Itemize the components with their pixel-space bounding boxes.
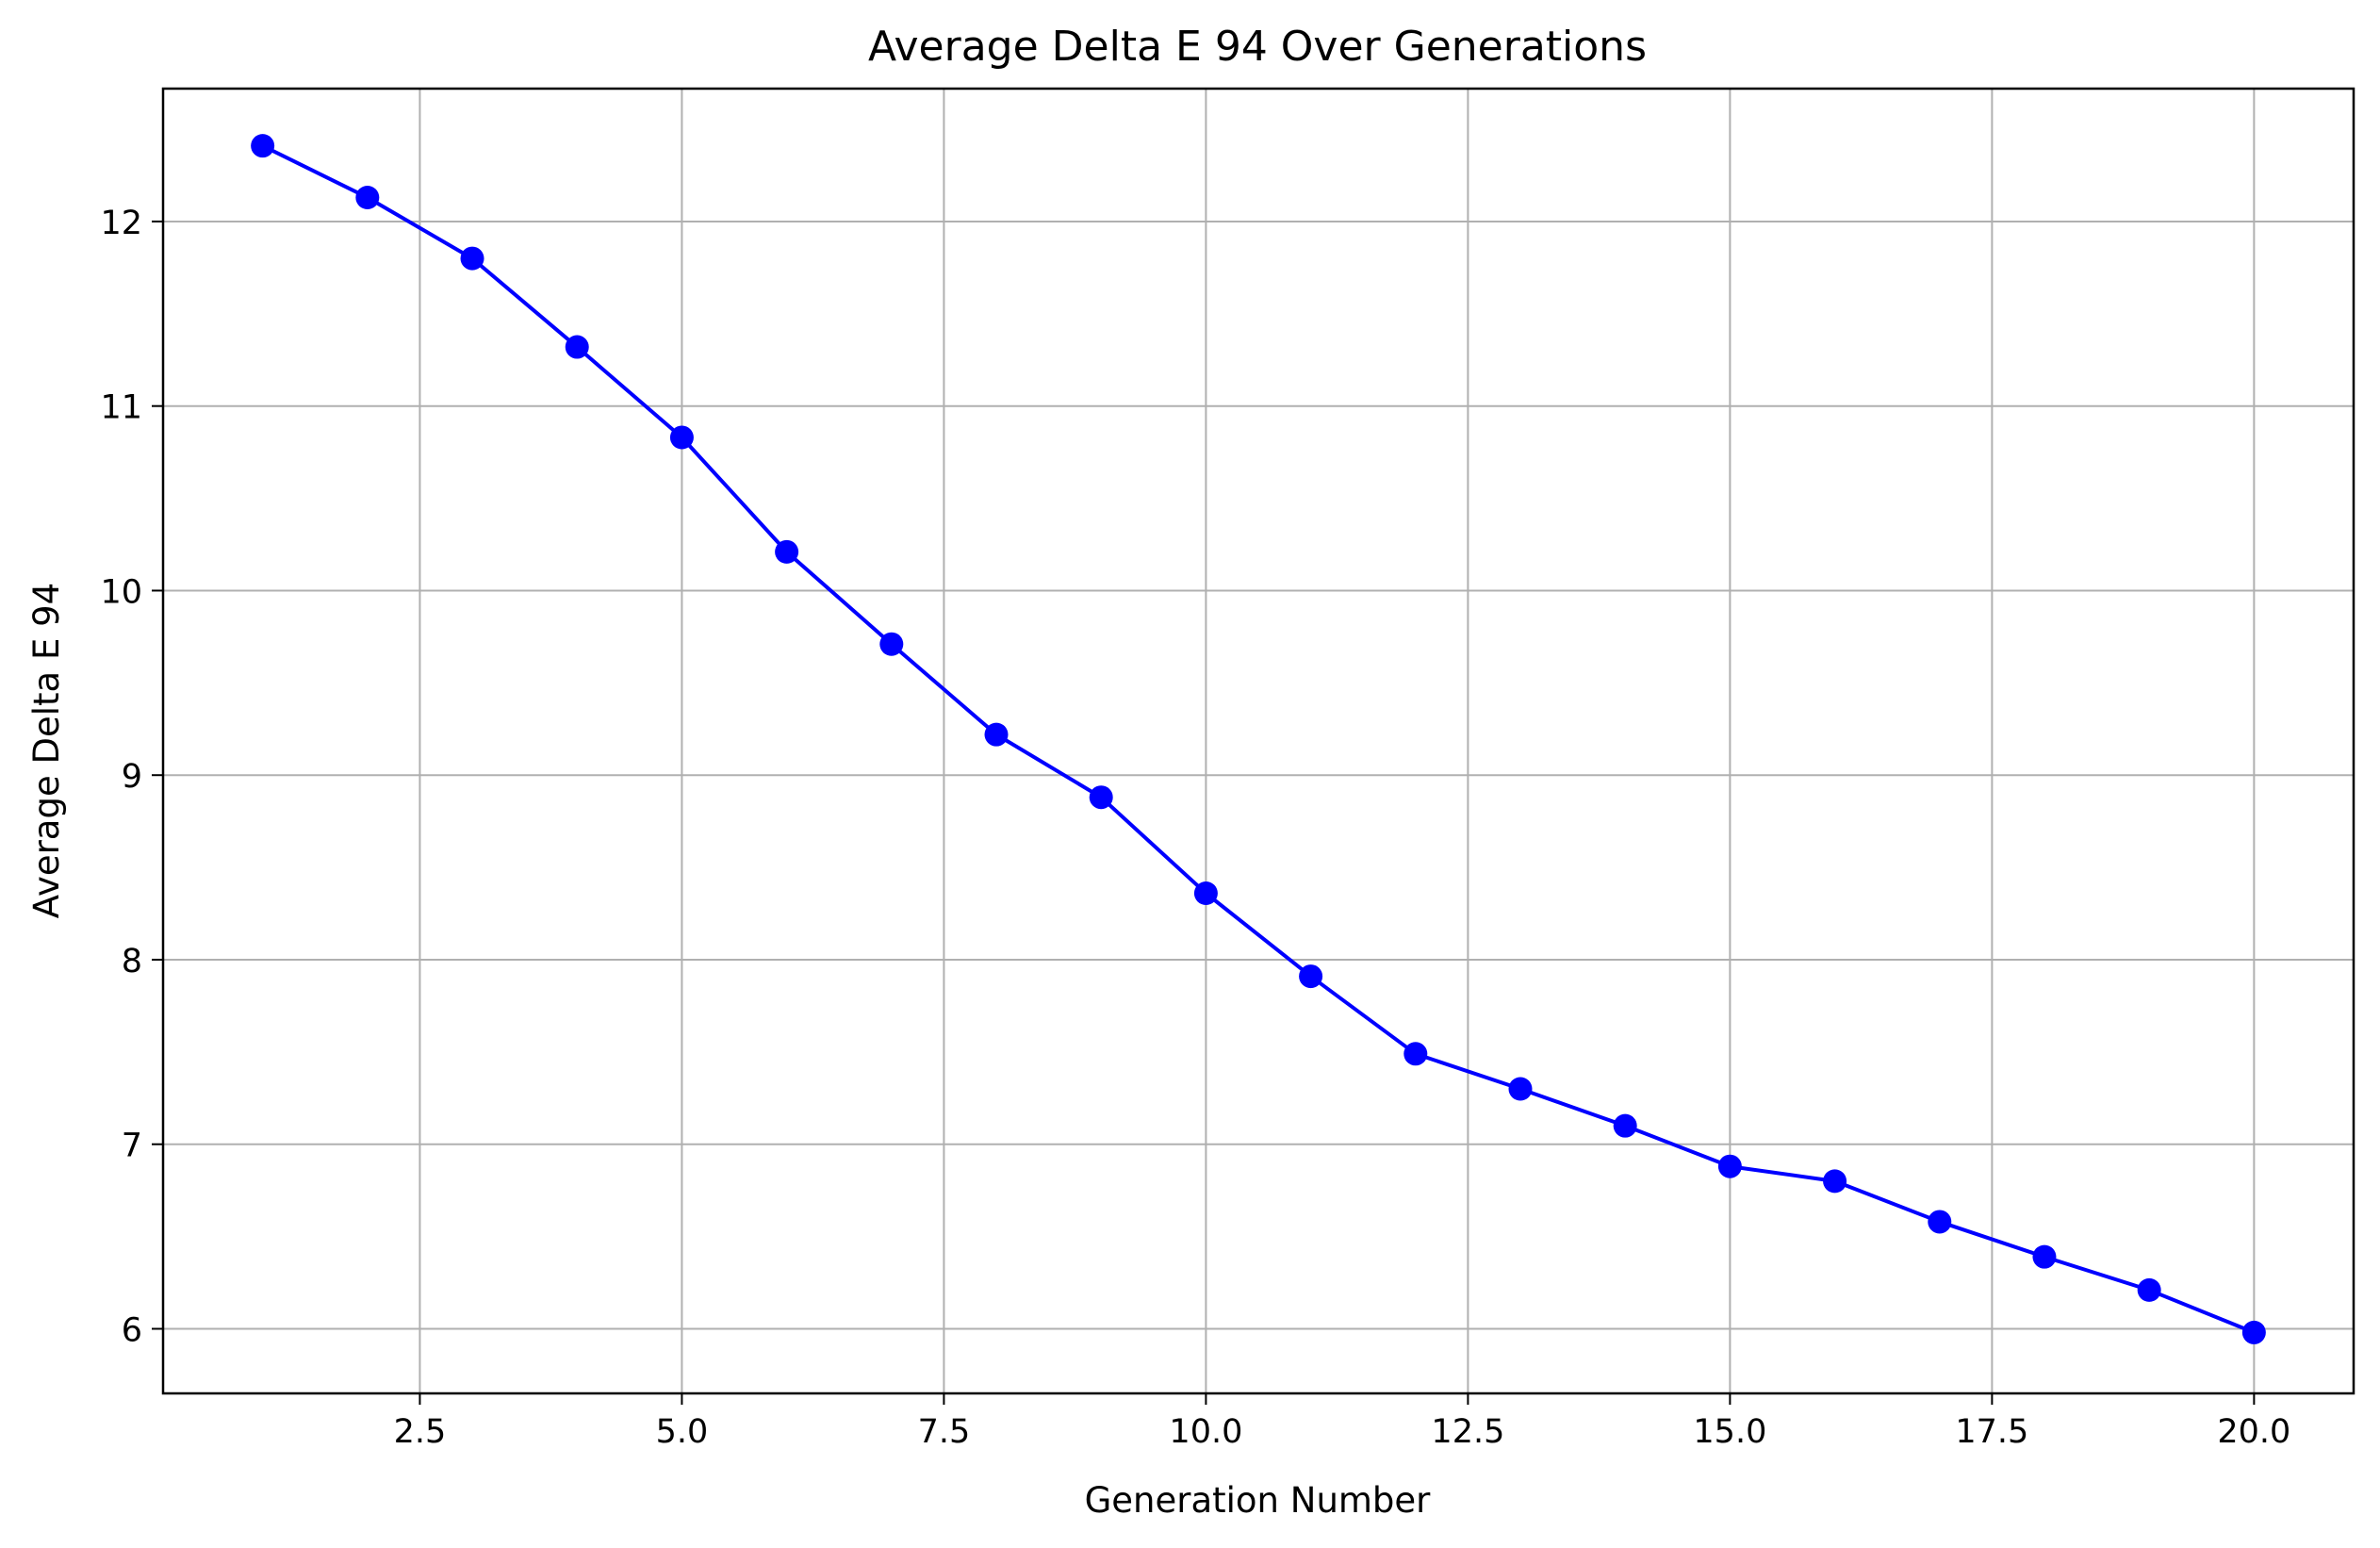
data-point bbox=[1928, 1210, 1952, 1234]
y-tick-label: 10 bbox=[100, 573, 142, 611]
data-point bbox=[984, 722, 1009, 747]
x-tick-label: 17.5 bbox=[1955, 1413, 2028, 1451]
series-layer bbox=[251, 134, 2266, 1344]
x-tick-label: 12.5 bbox=[1431, 1413, 1504, 1451]
y-tick-label: 6 bbox=[122, 1311, 142, 1349]
x-tick-label: 15.0 bbox=[1693, 1413, 1766, 1451]
data-point bbox=[2032, 1244, 2057, 1269]
data-point bbox=[1823, 1169, 1847, 1194]
data-point bbox=[669, 425, 694, 450]
plot-frame bbox=[161, 87, 2355, 1395]
y-tick-label: 11 bbox=[100, 389, 142, 427]
data-point bbox=[2137, 1277, 2161, 1302]
data-point bbox=[251, 134, 275, 158]
x-tick-label: 20.0 bbox=[2217, 1413, 2290, 1451]
y-tick-label: 7 bbox=[122, 1128, 142, 1165]
data-point bbox=[879, 632, 904, 656]
x-tick-label: 10.0 bbox=[1169, 1413, 1242, 1451]
data-point bbox=[1403, 1042, 1428, 1066]
y-tick-label: 8 bbox=[122, 943, 142, 980]
data-point bbox=[1613, 1113, 1637, 1138]
y-axis-label: Average Delta E 94 bbox=[26, 583, 67, 918]
chart-title: Average Delta E 94 Over Generations bbox=[868, 23, 1647, 71]
data-point bbox=[1193, 881, 1218, 905]
y-tick-label: 9 bbox=[122, 758, 142, 796]
x-axis-label: Generation Number bbox=[1085, 1480, 1432, 1521]
data-point bbox=[2241, 1320, 2266, 1344]
series-line bbox=[261, 143, 2256, 1335]
data-point bbox=[1299, 964, 1323, 989]
data-point bbox=[565, 335, 589, 359]
data-point bbox=[1508, 1077, 1533, 1101]
data-point bbox=[1717, 1154, 1742, 1178]
y-tick-label: 12 bbox=[100, 205, 142, 242]
axis-ticks: 2.5 5.0 7.5 10.0 12.5 15.0 17.5 20.0 6 7 8 9 10 11 12 bbox=[100, 205, 2290, 1451]
x-tick-label: 7.5 bbox=[918, 1413, 971, 1451]
data-point bbox=[775, 539, 799, 564]
x-tick-label: 5.0 bbox=[656, 1413, 709, 1451]
x-tick-label: 2.5 bbox=[394, 1413, 447, 1451]
data-point bbox=[460, 246, 484, 271]
data-point bbox=[1089, 785, 1113, 810]
grid bbox=[163, 89, 2354, 1393]
data-point bbox=[355, 185, 380, 209]
